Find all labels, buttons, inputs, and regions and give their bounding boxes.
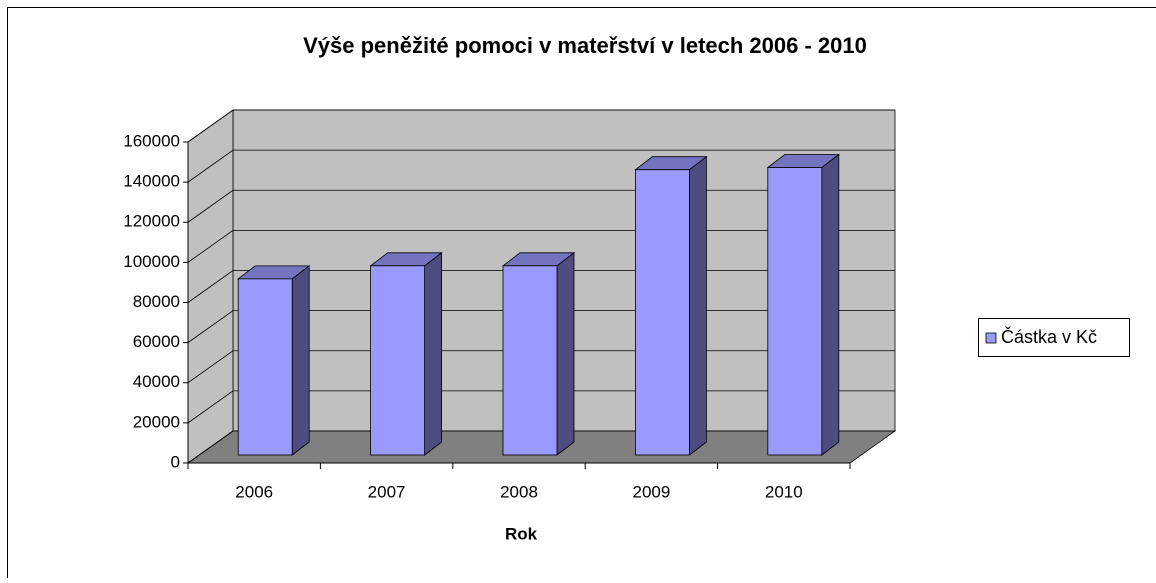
x-tick-label: 2006 bbox=[235, 482, 273, 501]
y-tick-label: 80000 bbox=[133, 292, 180, 311]
bar-side bbox=[689, 157, 706, 455]
bar-front bbox=[768, 168, 822, 455]
legend-label: Částka v Kč bbox=[1001, 326, 1097, 347]
y-tick-label: 20000 bbox=[133, 412, 180, 431]
bar-side bbox=[292, 266, 309, 455]
bar bbox=[768, 155, 839, 455]
bar-side bbox=[425, 253, 442, 455]
x-tick-label: 2008 bbox=[500, 482, 538, 501]
legend-marker bbox=[986, 333, 996, 343]
bar bbox=[635, 157, 706, 455]
bar bbox=[503, 253, 574, 455]
y-tick-label: 160000 bbox=[123, 131, 180, 150]
y-tick-label: 60000 bbox=[133, 332, 180, 351]
bar-front bbox=[503, 266, 557, 455]
bar-front bbox=[371, 266, 425, 455]
x-tick-label: 2009 bbox=[632, 482, 670, 501]
y-tick-label: 100000 bbox=[123, 252, 180, 271]
x-tick-label: 2007 bbox=[368, 482, 406, 501]
chart-title: Výše peněžité pomoci v mateřství v letec… bbox=[303, 33, 867, 58]
bar bbox=[238, 266, 309, 455]
bar-side bbox=[557, 253, 574, 455]
y-tick-label: 140000 bbox=[123, 172, 180, 191]
bar-front bbox=[635, 170, 689, 455]
x-tick-label: 2010 bbox=[765, 482, 803, 501]
y-tick-label: 40000 bbox=[133, 372, 180, 391]
y-tick-label: 120000 bbox=[123, 212, 180, 231]
x-axis-title: Rok bbox=[505, 524, 538, 543]
bar-side bbox=[822, 155, 839, 455]
bar bbox=[371, 253, 442, 455]
bar-front bbox=[238, 279, 292, 455]
y-tick-label: 0 bbox=[171, 452, 180, 471]
